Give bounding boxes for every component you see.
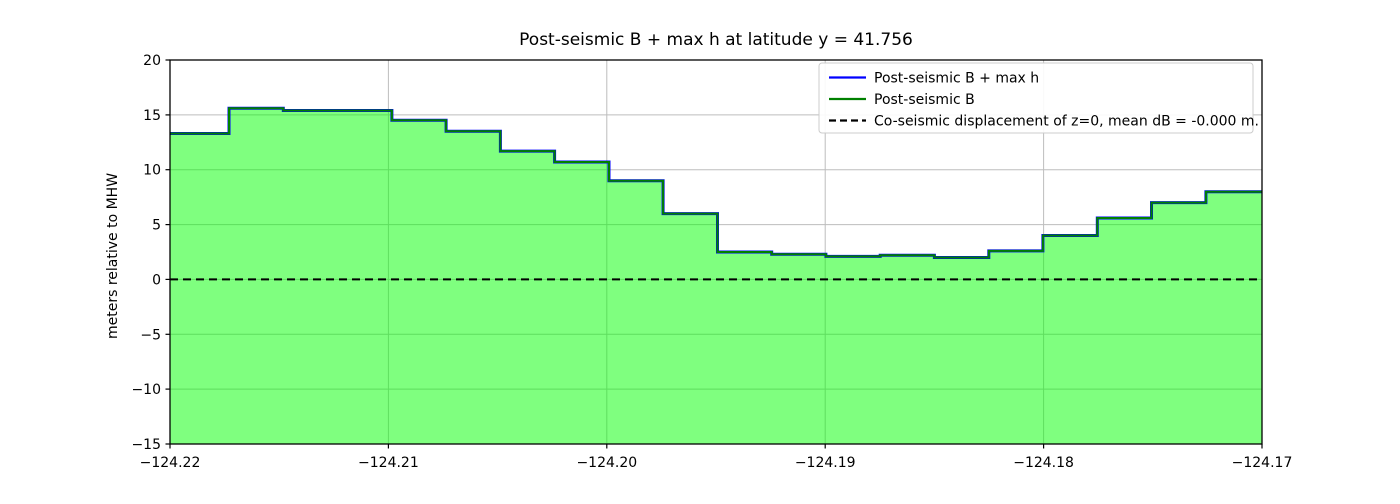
post-seismic-b-area-fill: [170, 108, 1262, 445]
legend-entry-label: Post-seismic B: [874, 92, 975, 108]
legend-entry-label: Post-seismic B + max h: [874, 71, 1039, 87]
y-tick-label: −15: [131, 437, 161, 453]
y-tick-label: 15: [143, 108, 161, 124]
legend: Post-seismic B + max h Post-seismic B Co-s…: [818, 62, 1259, 134]
axes-layer: [169, 59, 1263, 445]
ticks-layer: −124.22 −124.21 −124.20 −124.19 −124.18 −124.…: [131, 53, 1292, 471]
y-tick-label: 0: [152, 272, 161, 288]
y-tick-label: −10: [131, 382, 161, 398]
y-tick-label: 10: [143, 163, 161, 179]
x-tick-label: −124.17: [1232, 455, 1293, 471]
y-tick-label: 20: [143, 53, 161, 69]
x-tick-label: −124.18: [1013, 455, 1074, 471]
series-line-post-seismic-b: [170, 107, 1262, 259]
x-tick-label: −124.20: [576, 455, 637, 471]
y-tick-label: 5: [152, 218, 161, 234]
y-tick-label: −5: [140, 327, 161, 343]
plot-border: [169, 59, 1263, 445]
chart-title: Post-seismic B + max h at latitude y = 4…: [519, 30, 913, 50]
fill-layer: [170, 108, 1262, 445]
series-layer: [170, 106, 1262, 281]
y-axis-label: meters relative to MHW: [105, 173, 121, 339]
x-tick-label: −124.22: [140, 455, 201, 471]
x-tick-label: −124.19: [795, 455, 856, 471]
legend-box: [818, 62, 1254, 134]
x-tick-label: −124.21: [358, 455, 419, 471]
legend-entry-label: Co-seismic displacement of z=0, mean dB …: [874, 114, 1259, 130]
